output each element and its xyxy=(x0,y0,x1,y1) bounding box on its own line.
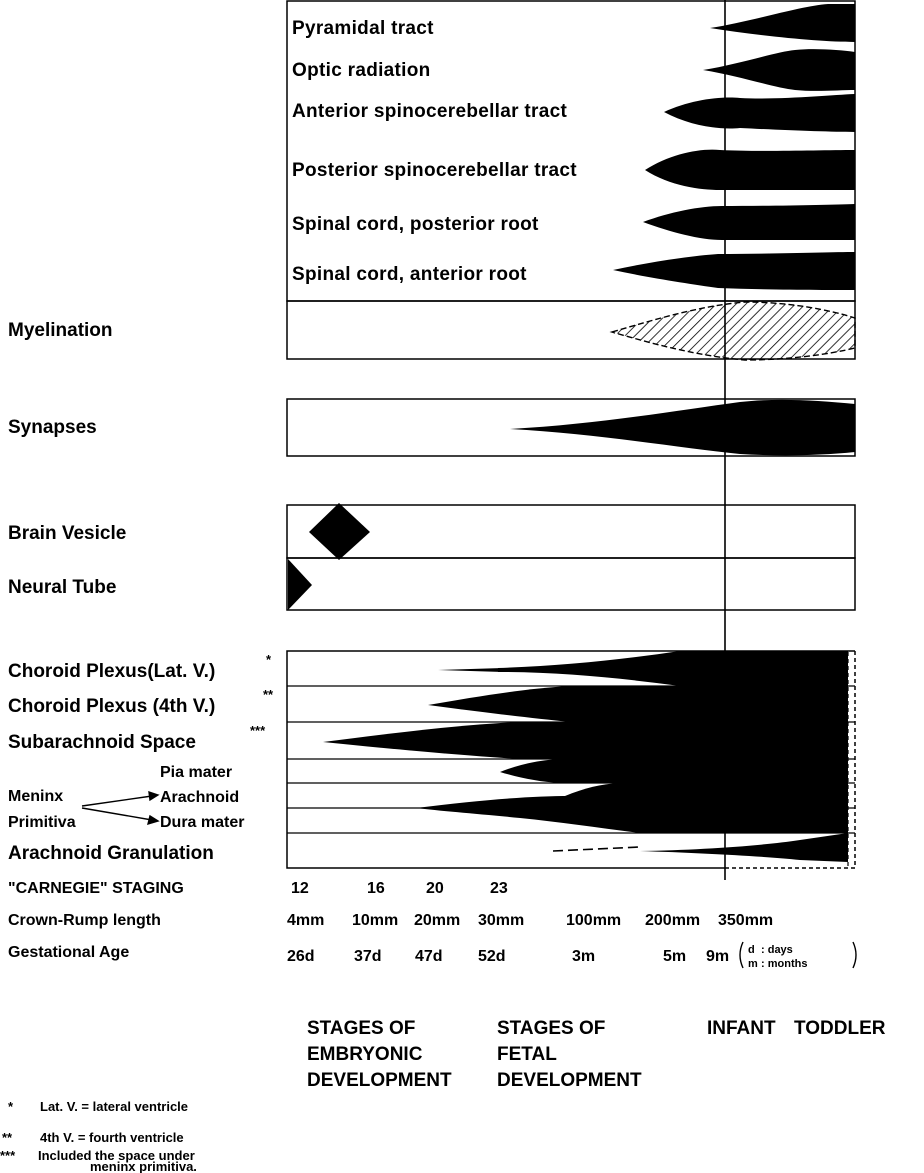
embryonic-stage: DEVELOPMENT xyxy=(307,1070,452,1091)
footnote-text: Lat. V. = lateral ventricle xyxy=(40,1099,188,1114)
footnote-mark: *** xyxy=(0,1148,16,1163)
footnote-mark: * xyxy=(8,1099,14,1114)
tract-label: Optic radiation xyxy=(292,60,431,81)
crl-value: 30mm xyxy=(478,912,524,929)
ga-value: 26d xyxy=(287,948,315,965)
synapses-label: Synapses xyxy=(8,417,97,438)
neural-tube-label: Neural Tube xyxy=(8,577,116,598)
carnegie-value: 20 xyxy=(426,880,444,897)
anterior-root-bar xyxy=(613,252,855,290)
brain-vesicle-bar xyxy=(309,503,370,560)
subarachnoid-label: Subarachnoid Space xyxy=(8,732,196,753)
tract-label: Posterior spinocerebellar tract xyxy=(292,160,577,181)
key-d: d xyxy=(748,944,755,956)
fetal-stage: STAGES OF xyxy=(497,1018,605,1039)
brain-vesicle-frame xyxy=(286,504,856,559)
choroid-lat-label: Choroid Plexus(Lat. V.) xyxy=(8,661,215,682)
carnegie-label: "CARNEGIE" STAGING xyxy=(8,880,184,897)
tract-label: Pyramidal tract xyxy=(292,18,434,39)
crl-value: 4mm xyxy=(287,912,324,929)
fetal-stage: FETAL xyxy=(497,1044,557,1065)
ga-value: 47d xyxy=(415,948,443,965)
ga-value: 52d xyxy=(478,948,506,965)
infant-stage: INFANT xyxy=(707,1018,776,1039)
ga-value: 9m xyxy=(706,948,729,965)
toddler-stage: TODDLER xyxy=(794,1018,886,1039)
choroid-lat-line xyxy=(438,668,503,672)
arachnoid-bar xyxy=(565,783,848,808)
optic-radiation-bar xyxy=(703,49,855,91)
footnote-mark: *** xyxy=(250,723,266,738)
neural-tube-frame xyxy=(286,557,856,611)
footnote-text: Included the space under xyxy=(38,1148,195,1163)
tract-label: Anterior spinocerebellar tract xyxy=(292,101,567,122)
meninges-bars xyxy=(323,651,848,862)
key-m: m xyxy=(748,958,758,970)
embryonic-stage: STAGES OF xyxy=(307,1018,415,1039)
posterior-root-bar xyxy=(643,204,855,240)
synapses-bar xyxy=(510,399,855,456)
primitiva-label: Primitiva xyxy=(8,814,76,831)
posterior-spinocerebellar-bar xyxy=(645,149,855,190)
footnote-text: meninx primitiva. xyxy=(90,1159,197,1173)
pyramidal-tract-bar xyxy=(710,4,855,42)
choroid-lat-bar xyxy=(498,651,848,686)
key-days: : days xyxy=(761,944,793,956)
anterior-spinocerebellar-bar xyxy=(664,94,855,132)
carnegie-value: 23 xyxy=(490,880,508,897)
tract-label: Spinal cord, posterior root xyxy=(292,214,539,235)
crl-label: Crown-Rump length xyxy=(8,912,161,929)
granulation-bar xyxy=(640,833,848,862)
crl-value: 350mm xyxy=(718,912,773,929)
pia-mater-label: Pia mater xyxy=(160,764,232,781)
carnegie-value: 12 xyxy=(291,880,309,897)
arachnoid-label: Arachnoid xyxy=(160,789,239,806)
meninx-arrows xyxy=(81,790,160,826)
choroid-4th-bar xyxy=(428,686,848,722)
ga-label: Gestational Age xyxy=(8,944,129,961)
unit-key: d : days m : months xyxy=(739,941,857,970)
footnote-text: 4th V. = fourth ventricle xyxy=(40,1130,184,1145)
carnegie-value: 16 xyxy=(367,880,385,897)
myelination-bar xyxy=(609,301,856,361)
tract-bars xyxy=(613,4,855,290)
dura-mater-label: Dura mater xyxy=(160,814,244,831)
brain-vesicle-label: Brain Vesicle xyxy=(8,523,126,544)
crl-value: 200mm xyxy=(645,912,700,929)
fetal-stage: DEVELOPMENT xyxy=(497,1070,642,1091)
crl-value: 20mm xyxy=(414,912,460,929)
footnote-mark: ** xyxy=(263,687,274,702)
granulation-label: Arachnoid Granulation xyxy=(8,843,214,864)
ga-value: 37d xyxy=(354,948,382,965)
dura-mater-bar xyxy=(416,796,848,833)
crl-value: 10mm xyxy=(352,912,398,929)
subarachnoid-bar xyxy=(323,722,848,759)
embryonic-stage: EMBRYONIC xyxy=(307,1044,423,1065)
pia-mater-bar xyxy=(500,759,848,783)
meninx-label: Meninx xyxy=(8,788,63,805)
ga-value: 3m xyxy=(572,948,595,965)
footnote-mark: ** xyxy=(2,1130,13,1145)
choroid-4th-label: Choroid Plexus (4th V.) xyxy=(8,696,215,717)
neural-tube-bar xyxy=(288,559,312,610)
key-months: : months xyxy=(761,958,807,970)
myelination-label: Myelination xyxy=(8,320,113,341)
footnote-mark: * xyxy=(266,652,272,667)
crl-value: 100mm xyxy=(566,912,621,929)
ga-value: 5m xyxy=(663,948,686,965)
tract-label: Spinal cord, anterior root xyxy=(292,264,527,285)
